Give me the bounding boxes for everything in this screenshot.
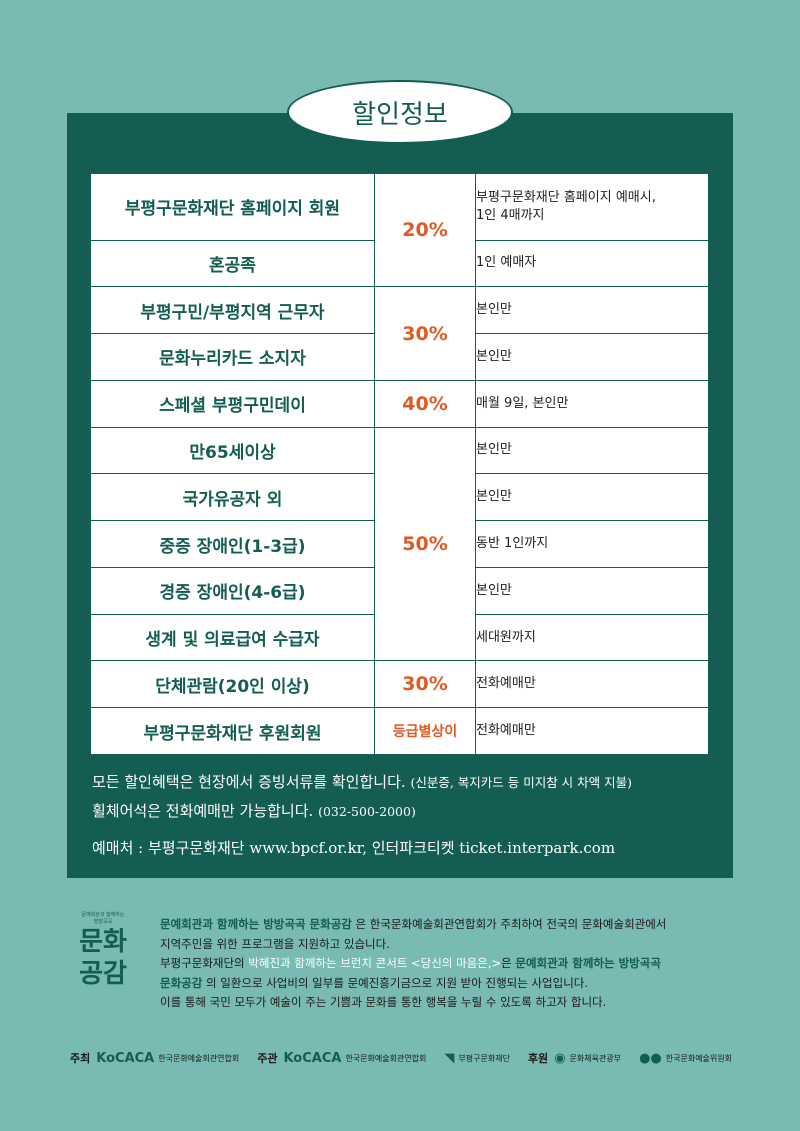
mcst-logo-icon: ◉ [554,1050,566,1066]
bpcf-org: ◥ 부평구문화재단 [444,1050,510,1066]
rate-cell: 50% [374,426,476,662]
note-cell: 본인만 [475,566,709,615]
note-cell: 본인만 [475,426,709,475]
notes: 모든 할인혜택은 현장에서 증빙서류를 확인합니다. (신분증, 복지카드 등 … [92,768,722,863]
page-title: 할인정보 [287,80,513,144]
rate-cell: 등급별상이 [374,707,476,755]
rate-cell: 30% [374,660,476,709]
table-row: 단체관람(20인 이상) 30% 전화예매만 [90,660,709,709]
note-cell: 전화예매만 [475,707,709,755]
table-row: 생계 및 의료급여 수급자 세대원까지 [90,613,709,662]
program-logo: 문예회관과 함께하는 방방곡곡 문화 공감 [79,912,127,989]
discount-table: 부평구문화재단 홈페이지 회원 20% 부평구문화재단 홈페이지 예매시, 1인 … [90,172,709,755]
rate-cell: 20% [374,172,476,288]
notice-text: 휠체어석은 전화예매만 가능합니다. [92,802,314,820]
table-row: 문화누리카드 소지자 본인만 [90,333,709,381]
category-cell: 국가유공자 외 [90,473,375,522]
rate-cell: 30% [374,286,476,381]
organizer-org: KoCACA 한국문화예술회관연합회 [283,1050,427,1066]
note-cell: 매월 9일, 본인만 [475,379,709,428]
phone-number: (032-500-2000) [318,804,416,819]
organizer-label: 주관 [257,1052,278,1065]
note-cell: 1인 예매자 [475,239,709,288]
mcst-org: ◉ 문화체육관광부 [554,1050,622,1066]
category-cell: 부평구문화재단 후원회원 [90,707,375,755]
category-cell: 경증 장애인(4-6급) [90,566,375,615]
bpcf-logo-icon: ◥ [444,1050,455,1066]
category-cell: 부평구민/부평지역 근무자 [90,286,375,335]
category-cell: 문화누리카드 소지자 [90,333,375,381]
arko-logo-icon: ●● [639,1050,662,1066]
notice-text: 모든 할인혜택은 현장에서 증빙서류를 확인합니다. [92,773,406,791]
table-row: 부평구민/부평지역 근무자 30% 본인만 [90,286,709,381]
category-cell: 혼공족 [90,239,375,288]
category-cell: 생계 및 의료급여 수급자 [90,613,375,662]
discount-panel: 부평구문화재단 홈페이지 회원 20% 부평구문화재단 홈페이지 예매시, 1인 … [67,113,733,878]
table-row: 부평구문화재단 후원회원 등급별상이 전화예매만 [90,707,709,755]
category-cell: 만65세이상 [90,426,375,475]
note-cell: 동반 1인까지 [475,520,709,568]
table-row: 스페셜 부평구민데이 40% 매월 9일, 본인만 [90,379,709,428]
notice-line-2: 휠체어석은 전화예매만 가능합니다. (032-500-2000) [92,797,722,826]
sponsor-label: 후원 [527,1052,549,1065]
category-cell: 스페셜 부평구민데이 [90,379,375,428]
host-org: KoCACA 한국문화예술회관연합회 [96,1050,240,1066]
kocaca-logo-icon: KoCACA [283,1050,342,1066]
note-cell: 본인만 [475,286,709,335]
host-label: 주최 [70,1052,91,1065]
booking-info: 예매처 : 부평구문화재단 www.bpcf.or.kr, 인터파크티켓 tic… [92,839,616,857]
note-cell: 본인만 [475,473,709,522]
table-row: 국가유공자 외 본인만 [90,473,709,522]
category-cell: 부평구문화재단 홈페이지 회원 [90,173,375,241]
rate-cell: 40% [374,379,476,428]
category-cell: 중증 장애인(1-3급) [90,520,375,568]
notice-line-1: 모든 할인혜택은 현장에서 증빙서류를 확인합니다. (신분증, 복지카드 등 … [92,768,722,797]
kocaca-logo-icon: KoCACA [96,1050,155,1066]
notice-detail: (신분증, 복지카드 등 미지참 시 차액 지불) [410,775,633,790]
note-cell: 본인만 [475,333,709,381]
table-row: 경증 장애인(4-6급) 본인만 [90,566,709,615]
category-cell: 단체관람(20인 이상) [90,660,375,709]
program-description: 문예회관과 함께하는 방방곡곡 문화공감 은 한국문화예술회관연합회가 주최하여… [160,917,667,1009]
table-row: 부평구문화재단 홈페이지 회원 20% 부평구문화재단 홈페이지 예매시, 1인 … [90,172,709,288]
table-row: 혼공족 1인 예매자 [90,239,709,288]
table-row: 만65세이상 50% 본인만 [90,426,709,662]
arko-org: ●● 한국문화예술위원회 [639,1050,732,1066]
note-cell: 부평구문화재단 홈페이지 예매시, 1인 4매까지 [475,173,709,241]
note-cell: 전화예매만 [475,660,709,709]
credits-footer: 주최 KoCACA 한국문화예술회관연합회 주관 KoCACA 한국문화예술회관… [70,1046,750,1070]
table-row: 중증 장애인(1-3급) 동반 1인까지 [90,520,709,568]
note-cell: 세대원까지 [475,613,709,662]
